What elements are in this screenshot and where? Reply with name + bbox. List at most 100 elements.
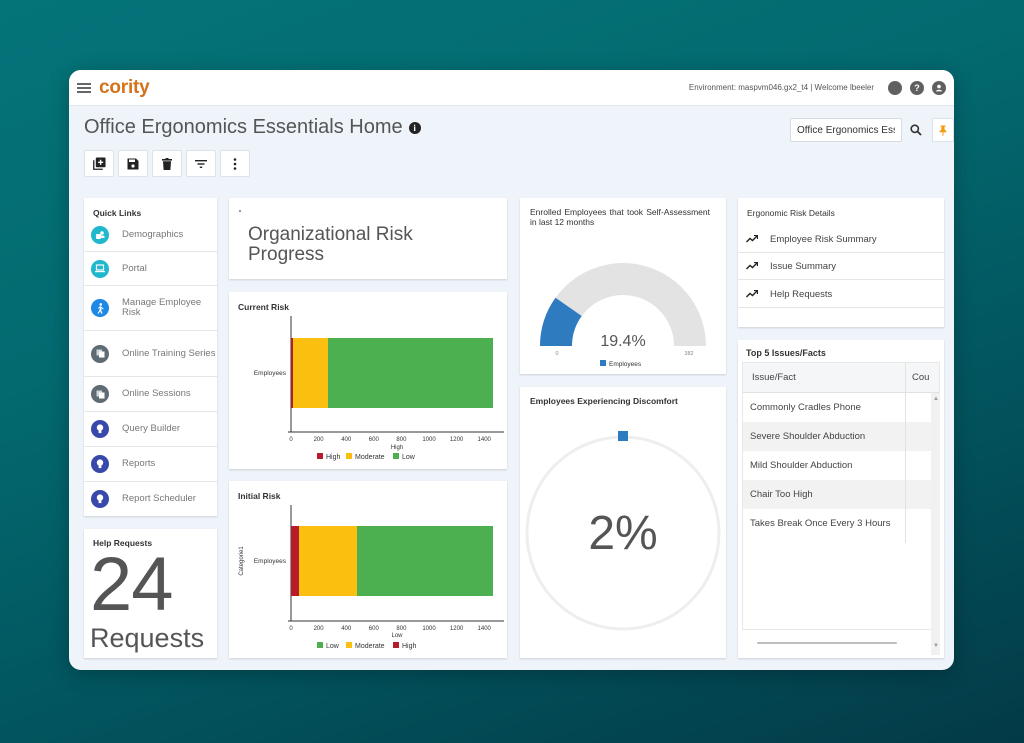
svg-text:1000: 1000 — [422, 437, 436, 443]
category-label: Employees — [254, 558, 287, 565]
save-button[interactable] — [118, 150, 148, 177]
gauge-max: 382 — [684, 351, 693, 357]
page-search — [790, 118, 954, 142]
gauge-min: 0 — [555, 351, 558, 357]
copy-doc-icon — [91, 385, 109, 403]
search-button[interactable] — [906, 120, 926, 140]
quick-link-query-builder[interactable]: Query Builder — [84, 412, 217, 447]
svg-text:600: 600 — [369, 626, 380, 632]
cority-logo[interactable]: cority — [99, 76, 150, 98]
help-requests-card[interactable]: Help Requests 24 Requests — [84, 529, 217, 658]
scroll-down-icon[interactable]: ▼ — [933, 643, 939, 649]
svg-text:0: 0 — [289, 626, 293, 632]
svg-text:Low: Low — [402, 454, 416, 461]
category-label: Employees — [254, 370, 287, 377]
menu-icon[interactable] — [77, 82, 91, 93]
discomfort-value: 2% — [588, 507, 657, 560]
svg-text:200: 200 — [314, 437, 325, 443]
help-icon[interactable]: ? — [910, 80, 924, 95]
chart-legend: Low Moderate High — [317, 642, 417, 650]
x-axis-ticks: 0 200 400 600 800 1000 1200 1400 — [289, 626, 491, 632]
discomfort-ring-chart: 2% — [525, 431, 721, 631]
chart-legend: High Moderate Low — [317, 453, 416, 461]
quick-link-reports[interactable]: Reports — [84, 447, 217, 482]
link-employee-risk-summary[interactable]: Employee Risk Summary — [738, 226, 944, 253]
column-header-issue[interactable]: Issue/Fact — [752, 372, 796, 383]
top5-table: Issue/Fact Cou Commonly Cradles Phone Se… — [742, 362, 940, 655]
bar-low — [357, 526, 493, 596]
more-options-button[interactable] — [220, 150, 250, 177]
bar-moderate — [299, 526, 357, 596]
quick-links-title: Quick Links — [93, 208, 142, 218]
column-header-count[interactable]: Cou — [912, 372, 930, 383]
info-icon[interactable]: i — [408, 121, 421, 134]
svg-text:600: 600 — [369, 437, 380, 443]
trending-up-icon — [746, 235, 758, 243]
scroll-up-icon[interactable]: ▲ — [933, 396, 939, 402]
apps-icon[interactable] — [888, 80, 902, 95]
initial-risk-title: Initial Risk — [238, 491, 281, 501]
svg-text:1400: 1400 — [478, 437, 492, 443]
current-risk-title: Current Risk — [238, 302, 290, 312]
bar-high — [291, 526, 299, 596]
table-row[interactable]: Mild Shoulder Abduction — [750, 460, 853, 471]
top-bar: cority Environment: maspvm046.gx2_t4 | W… — [69, 70, 954, 106]
top5-title: Top 5 Issues/Facts — [746, 348, 826, 358]
search-input[interactable] — [790, 118, 902, 142]
svg-text:Moderate: Moderate — [355, 643, 385, 650]
table-row[interactable]: Takes Break Once Every 3 Hours — [750, 518, 891, 529]
svg-text:0: 0 — [289, 437, 293, 443]
quick-link-portal[interactable]: Portal — [84, 252, 217, 286]
trending-up-icon — [746, 290, 758, 298]
svg-text:Low: Low — [326, 643, 340, 650]
user-account-icon[interactable] — [932, 80, 946, 95]
ergonomic-risk-details-card: Ergonomic Risk Details Employee Risk Sum… — [738, 198, 944, 327]
initial-risk-chart-card: Initial Risk Employees Categorie1 0 200 40… — [229, 481, 507, 658]
help-requests-count: 24 — [90, 542, 174, 627]
bar-high — [291, 338, 293, 408]
lightbulb-icon — [91, 490, 109, 508]
quick-link-online-sessions[interactable]: Online Sessions — [84, 377, 217, 412]
discomfort-title: Employees Experiencing Discomfort — [530, 396, 678, 406]
trash-icon — [162, 157, 172, 170]
quick-link-demographics[interactable]: Demographics — [84, 219, 217, 252]
table-header: Issue/Fact Cou — [743, 363, 939, 393]
help-requests-unit: Requests — [90, 623, 205, 653]
link-help-requests[interactable]: Help Requests — [738, 281, 944, 308]
svg-text:200: 200 — [314, 626, 325, 632]
svg-text:1400: 1400 — [478, 626, 492, 632]
environment-text: Environment: maspvm046.gx2_t4 | Welcome … — [688, 83, 874, 92]
svg-text:1200: 1200 — [450, 437, 464, 443]
page-title: Office Ergonomics Essentials Home — [84, 116, 403, 138]
svg-text:High: High — [326, 454, 341, 461]
filter-button[interactable] — [186, 150, 216, 177]
quick-link-online-training-series[interactable]: Online Training Series — [84, 331, 217, 377]
svg-text:800: 800 — [396, 437, 407, 443]
svg-text:High: High — [402, 643, 417, 650]
pin-icon — [939, 125, 947, 136]
table-row[interactable]: Severe Shoulder Abduction — [743, 422, 931, 451]
link-issue-summary[interactable]: Issue Summary — [738, 253, 944, 280]
table-row[interactable]: Commonly Cradles Phone — [750, 402, 861, 413]
quick-link-label: Demographics — [122, 229, 184, 240]
ergonomic-risk-details-title: Ergonomic Risk Details — [747, 208, 835, 218]
pin-button[interactable] — [932, 118, 954, 142]
delete-button[interactable] — [152, 150, 182, 177]
org-risk-progress-card: Organizational Risk Progress — [229, 198, 507, 279]
svg-text:1000: 1000 — [422, 626, 436, 632]
horizontal-scrollbar[interactable] — [757, 642, 897, 644]
vertical-scrollbar[interactable]: ▲ ▼ — [931, 393, 940, 655]
org-risk-progress-title: Organizational Risk Progress — [248, 224, 413, 265]
add-button[interactable] — [84, 150, 114, 177]
svg-text:1200: 1200 — [450, 626, 464, 632]
table-row[interactable]: Chair Too High — [743, 480, 931, 509]
quick-link-report-scheduler[interactable]: Report Scheduler — [84, 482, 217, 516]
svg-text:400: 400 — [341, 626, 352, 632]
lightbulb-icon — [91, 455, 109, 473]
svg-text:800: 800 — [396, 626, 407, 632]
quick-link-label: Manage Employee Risk — [122, 297, 202, 318]
discomfort-card: Employees Experiencing Discomfort 2% — [520, 387, 726, 658]
quick-link-manage-employee-risk[interactable]: Manage Employee Risk — [84, 286, 217, 331]
gauge-legend: Employees — [609, 361, 642, 368]
filter-icon — [195, 159, 207, 168]
